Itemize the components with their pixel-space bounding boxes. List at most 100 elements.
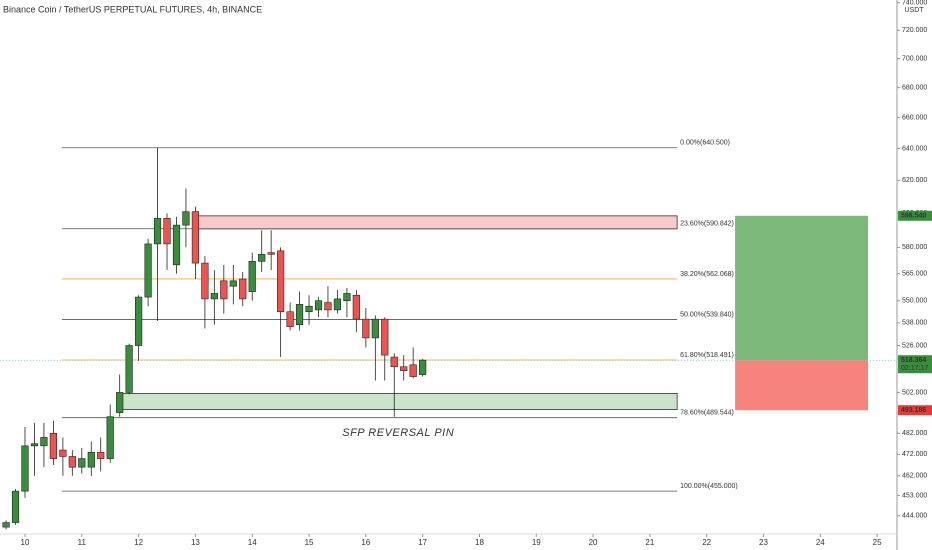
candle-body: [78, 458, 86, 468]
candle-body: [40, 437, 48, 447]
y-tick-label: 740.000: [902, 0, 927, 7]
candle-body: [210, 293, 218, 300]
x-tick-label: 13: [191, 538, 200, 547]
candle-body: [248, 261, 256, 292]
currency-label: USDT: [904, 7, 924, 14]
candle-body: [201, 262, 209, 300]
x-tick-label: 12: [134, 538, 143, 547]
candle-body: [106, 416, 114, 459]
candle-body: [49, 432, 58, 459]
y-tick-label: 526.000: [902, 342, 927, 349]
candle-body: [144, 243, 152, 298]
candle-body: [362, 318, 370, 339]
price-badge-label: 493.186: [901, 407, 926, 414]
y-tick-label: 550.000: [902, 298, 927, 305]
price-badge: [898, 210, 932, 221]
candle-body: [30, 443, 39, 447]
x-tick-label: 16: [361, 538, 370, 547]
x-tick-label: 10: [21, 538, 30, 547]
candle-body: [419, 359, 427, 375]
x-tick-label: 19: [532, 538, 541, 547]
zone: [195, 215, 678, 230]
x-tick-label: 11: [78, 538, 87, 547]
x-tick-label: 22: [702, 538, 711, 547]
y-tick-label: 462.000: [902, 473, 927, 480]
candle-body: [87, 451, 95, 468]
candle-body: [172, 224, 181, 266]
candle-body: [68, 456, 76, 468]
countdown: 02:17:17: [901, 365, 928, 372]
annotation: SFP REVERSAL PIN: [342, 427, 454, 439]
zone: [121, 393, 678, 410]
candle-body: [371, 318, 379, 339]
fib-label: 23.60%(590.842): [680, 221, 734, 228]
candle-body: [97, 451, 105, 459]
price-badge: [898, 355, 932, 374]
y-tick-label: 472.000: [902, 451, 927, 458]
candle-body: [314, 300, 323, 311]
candle-body: [286, 311, 294, 327]
candle-body: [116, 392, 124, 413]
candle-body: [409, 364, 417, 377]
candle-body: [2, 522, 10, 528]
candle-body: [163, 218, 171, 245]
y-tick-label: 720.000: [902, 27, 927, 34]
x-tick-label: 21: [645, 538, 654, 547]
candle-body: [400, 366, 408, 371]
target-area: [735, 215, 869, 361]
y-tick-label: 502.000: [902, 389, 927, 396]
y-tick-label: 565.000: [902, 271, 927, 278]
price-badge-label: 518.364: [901, 357, 926, 364]
candle-body: [125, 345, 133, 393]
y-tick-label: 538.000: [902, 320, 927, 327]
price-badge: [898, 405, 932, 416]
candle-body: [343, 293, 351, 302]
x-tick-label: 20: [589, 538, 598, 547]
x-tick-label: 18: [475, 538, 484, 547]
y-tick-label: 700.000: [902, 55, 927, 62]
candle-body: [381, 318, 389, 356]
y-tick-label: 640.000: [902, 145, 927, 152]
x-tick-label: 15: [305, 538, 314, 547]
fib-label: 100.00%(455.000): [680, 483, 738, 490]
fib-label: 38.20%(562.068): [680, 271, 734, 278]
y-tick-label: 660.000: [902, 114, 927, 121]
candle-body: [220, 280, 228, 300]
fib-label: 61.80%(518.491): [680, 352, 734, 359]
x-tick-label: 23: [759, 538, 768, 547]
candle-body: [352, 294, 360, 320]
candle-body: [267, 252, 275, 255]
y-tick-label: 620.000: [902, 177, 927, 184]
fib-label: 78.60%(489.544): [680, 410, 734, 417]
price-badge-label: 598.540: [901, 213, 926, 220]
y-tick-label: 580.000: [902, 244, 927, 251]
candle-body: [135, 296, 143, 346]
candle-body: [258, 254, 266, 262]
candle-body: [229, 280, 237, 287]
y-tick-label: 482.000: [902, 430, 927, 437]
x-tick-label: 25: [873, 538, 882, 547]
candle-body: [390, 356, 398, 368]
candle-body: [11, 490, 20, 523]
candle-body: [333, 298, 342, 311]
candle-body: [153, 218, 162, 245]
candle-body: [305, 305, 313, 313]
stop-area: [735, 360, 869, 411]
y-tick-label: 453.000: [902, 492, 927, 499]
candle-body: [191, 211, 200, 264]
candle-body: [295, 304, 304, 326]
x-tick-label: 24: [816, 538, 825, 547]
candle-body: [239, 278, 247, 300]
candle-body: [277, 250, 285, 313]
fib-label: 50.00%(539.840): [680, 311, 734, 318]
candle-body: [324, 302, 332, 311]
y-tick-label: 444.000: [902, 513, 927, 520]
x-tick-label: 17: [418, 538, 427, 547]
candle-body: [59, 449, 67, 457]
candle-body: [182, 211, 190, 226]
fib-label: 0.00%(640.500): [680, 140, 730, 147]
chart-title: Binance Coin / TetherUS PERPETUAL FUTURE…: [3, 4, 262, 14]
y-tick-label: 680.000: [902, 84, 927, 91]
